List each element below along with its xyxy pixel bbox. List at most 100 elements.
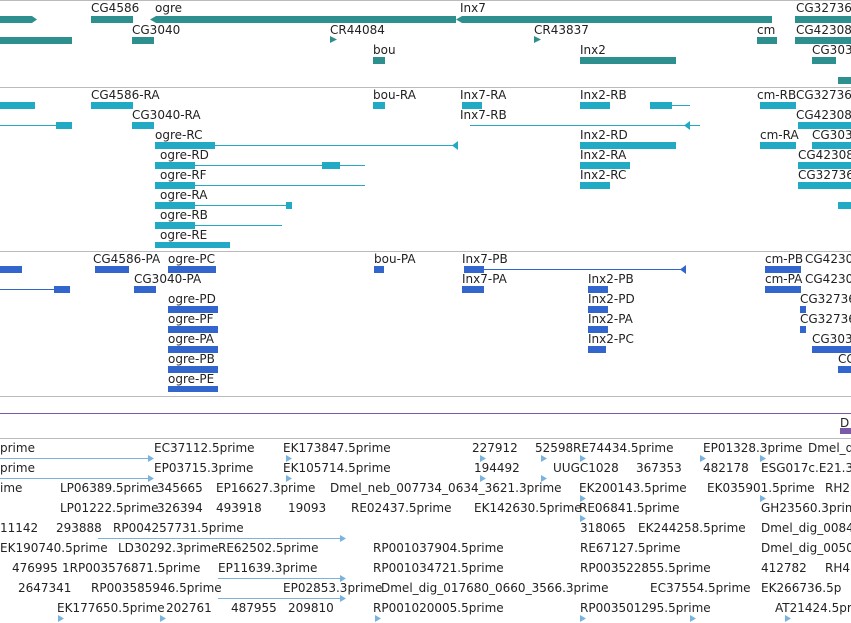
protein-label[interactable]: CG42308 (805, 272, 851, 286)
protein-feature[interactable] (464, 266, 484, 273)
gene-feature[interactable] (132, 37, 154, 44)
transcript-label[interactable]: CG4586-RA (91, 88, 160, 102)
est-feature[interactable] (785, 615, 791, 622)
transcript-exon[interactable] (155, 142, 215, 149)
transcript-label[interactable]: Inx7-RA (460, 88, 507, 102)
protein-label[interactable]: CG3040-PA (134, 272, 202, 286)
est-feature[interactable] (541, 455, 547, 462)
transcript-exon[interactable] (760, 142, 796, 149)
est-label[interactable]: EP16627.3prime (216, 481, 315, 495)
est-label[interactable]: 227912 (472, 441, 518, 455)
est-label[interactable]: 52598 (535, 441, 573, 455)
gene-feature[interactable] (795, 16, 851, 23)
protein-label[interactable]: Inx2-PD (588, 292, 635, 306)
est-label[interactable]: RE74434.5prime (573, 441, 674, 455)
transcript-label[interactable]: ogre-RF (160, 168, 207, 182)
gene-feature[interactable] (580, 57, 676, 64)
protein-label[interactable]: ogre-PD (168, 292, 216, 306)
est-feature[interactable] (340, 595, 346, 602)
transcript-label[interactable]: ogre-RD (160, 148, 209, 162)
est-label[interactable]: RE67127.5prime (580, 541, 681, 555)
transcript-label[interactable]: Inx7-RB (460, 108, 507, 122)
est-feature[interactable] (286, 475, 292, 482)
protein-feature[interactable] (588, 326, 608, 333)
gene-feature[interactable] (91, 16, 133, 23)
transcript-label[interactable]: Inx2-RB (580, 88, 627, 102)
est-feature[interactable] (340, 535, 346, 542)
transcript-label[interactable]: CG32736 (798, 168, 851, 182)
est-label[interactable]: EC37554.5prime (650, 581, 751, 595)
gene-label[interactable]: CG3040 (132, 23, 180, 37)
protein-feature[interactable] (765, 266, 801, 273)
transcript-label[interactable]: Inx2-RD (580, 128, 628, 142)
protein-label[interactable]: ogre-PF (168, 312, 214, 326)
est-label[interactable]: UUGC1028 (553, 461, 619, 475)
divider-label[interactable]: D (840, 416, 849, 430)
transcript-label[interactable]: bou-RA (373, 88, 417, 102)
est-label[interactable]: prime (0, 461, 35, 475)
gene-feature[interactable] (462, 16, 772, 23)
est-label[interactable]: 493918 (216, 501, 262, 515)
protein-label[interactable]: CG32736 (800, 312, 851, 326)
est-label[interactable]: RP001034721.5prime (373, 561, 504, 575)
est-label[interactable]: EK177650.5prime (57, 601, 165, 615)
est-label[interactable]: 1RP003576871.5prime (62, 561, 200, 575)
est-label[interactable]: 318065 (580, 521, 626, 535)
protein-feature[interactable] (95, 266, 129, 273)
est-label[interactable]: GH23560.3prime (761, 501, 851, 515)
transcript-label[interactable]: ogre-RC (155, 128, 202, 142)
protein-label[interactable]: CG4586-PA (93, 252, 161, 266)
est-label[interactable]: 194492 (474, 461, 520, 475)
protein-label[interactable]: Inx2-PC (588, 332, 634, 346)
transcript-exon[interactable] (650, 102, 672, 109)
protein-label[interactable]: ogre-PB (168, 352, 215, 366)
est-label[interactable]: RE62502.5prime (218, 541, 319, 555)
transcript-exon[interactable] (798, 162, 851, 169)
transcript-exon[interactable] (580, 182, 610, 189)
protein-feature[interactable] (462, 286, 484, 293)
est-label[interactable]: LP06389.5prime (60, 481, 159, 495)
est-feature[interactable] (480, 475, 486, 482)
gene-label[interactable]: Inx2 (580, 43, 606, 57)
gene-label[interactable]: bou (373, 43, 396, 57)
gene-feature[interactable] (838, 77, 851, 84)
transcript-label[interactable]: Inx2-RA (580, 148, 627, 162)
protein-feature[interactable] (800, 306, 806, 313)
transcript-label[interactable]: ogre-RB (160, 208, 208, 222)
protein-feature[interactable] (168, 266, 216, 273)
est-feature[interactable] (760, 495, 766, 502)
transcript-label[interactable]: ogre-RE (160, 228, 207, 242)
est-label[interactable]: EK244258.5prime (638, 521, 746, 535)
transcript-exon[interactable] (155, 162, 195, 169)
protein-label[interactable]: Inx7-PA (462, 272, 508, 286)
protein-feature[interactable] (168, 306, 218, 313)
est-label[interactable]: EK035901.5prime (707, 481, 815, 495)
transcript-label[interactable]: cm-RB (757, 88, 796, 102)
transcript-exon[interactable] (91, 102, 133, 109)
est-label[interactable]: prime (0, 441, 35, 455)
est-feature[interactable] (148, 475, 154, 482)
est-feature[interactable] (375, 615, 381, 622)
transcript-exon[interactable] (580, 142, 676, 149)
est-label[interactable]: EP03715.3prime (154, 461, 253, 475)
est-label[interactable]: RH2 (825, 481, 850, 495)
est-label[interactable]: RE06841.5prime (579, 501, 680, 515)
transcript-exon[interactable] (580, 162, 630, 169)
protein-feature[interactable] (168, 366, 218, 373)
protein-label[interactable]: bou-PA (374, 252, 416, 266)
protein-feature[interactable] (812, 346, 851, 353)
est-feature[interactable] (700, 455, 706, 462)
protein-feature[interactable] (134, 286, 156, 293)
protein-label[interactable]: cm-PA (765, 272, 803, 286)
est-label[interactable]: 345665 (157, 481, 203, 495)
transcript-exon[interactable] (373, 102, 385, 109)
gene-label[interactable]: cm (757, 23, 775, 37)
gene-feature[interactable] (0, 16, 32, 23)
protein-label[interactable]: CG32736 (800, 292, 851, 306)
est-label[interactable]: RP003522855.5prime (580, 561, 711, 575)
transcript-exon[interactable] (0, 102, 35, 109)
est-label[interactable]: LP01222.5prime (60, 501, 159, 515)
est-label[interactable]: EP11639.3prime (218, 561, 317, 575)
gene-label[interactable]: Inx7 (460, 1, 486, 15)
est-label[interactable]: RP003585946.5prime (91, 581, 222, 595)
